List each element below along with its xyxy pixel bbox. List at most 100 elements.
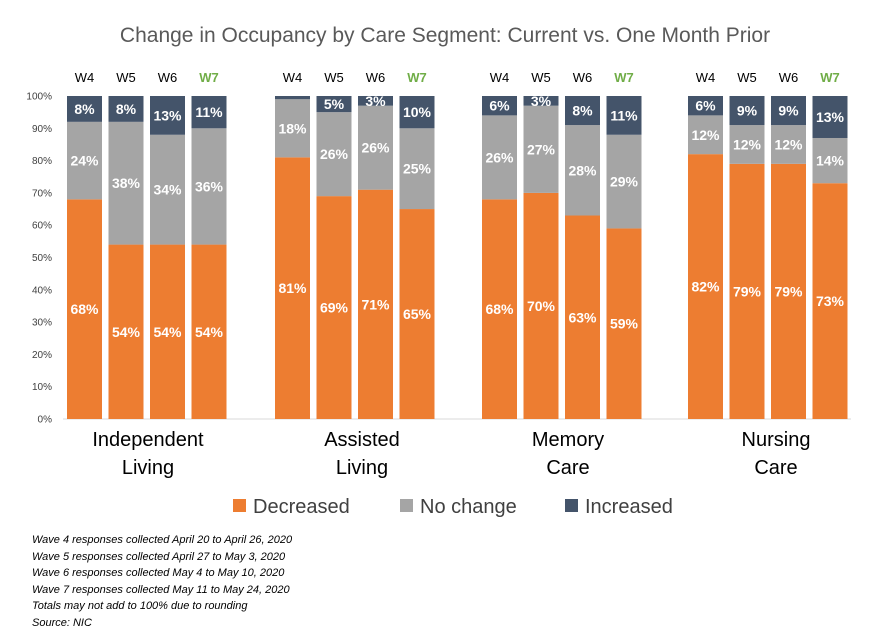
decreased-segment [565, 215, 600, 419]
data-label: 28% [568, 162, 597, 178]
bar-groups: W4 68% 24% 8% W5 54% 38% 8% W6 54% 34% 13% W7 54% 36% 1… [67, 70, 848, 479]
data-label: 9% [778, 103, 799, 119]
data-label: 10% [403, 104, 432, 120]
decreased-segment [729, 163, 765, 419]
data-label: 24% [70, 153, 99, 169]
decreased-segment [108, 244, 144, 419]
increased-segment [316, 96, 352, 113]
y-tick-label: 80% [32, 156, 52, 167]
legend-swatch-increased [565, 499, 578, 512]
no-change-segment [358, 105, 393, 190]
increased-segment [565, 96, 600, 126]
bar-group: W4 68% 26% 6% W5 70% 27% 3% W6 63% 28% 8% W7 59% 29% 11… [482, 70, 642, 479]
data-label: 27% [527, 141, 556, 157]
bar-group: W4 82% 12% 6% W5 79% 12% 9% W6 79% 12% 9% W7 73% 14% 13… [688, 70, 848, 479]
data-label: 8% [74, 101, 95, 117]
data-label: 38% [112, 175, 141, 191]
increased-segment [688, 96, 723, 116]
y-tick-label: 20% [32, 350, 52, 361]
footnotes: Wave 4 responses collected April 20 to A… [32, 532, 292, 631]
data-label: 68% [70, 301, 99, 317]
data-label: 65% [403, 306, 432, 322]
bar-group: W4 68% 24% 8% W5 54% 38% 8% W6 54% 34% 13% W7 54% 36% 1… [67, 70, 227, 479]
chart-title: Change in Occupancy by Care Segment: Cur… [120, 24, 770, 47]
decreased-segment [771, 163, 806, 419]
legend-label-increased: Increased [585, 496, 673, 518]
increased-segment [729, 96, 765, 126]
legend-swatch-no-change [400, 499, 413, 512]
wave-label: W4 [283, 70, 303, 85]
legend-label-no-change: No change [420, 496, 517, 518]
footnote-source: Source: NIC [32, 616, 92, 629]
increased-segment [67, 96, 102, 122]
data-label: 79% [774, 283, 803, 299]
data-label: 8% [116, 101, 137, 117]
category-label: Living [122, 457, 174, 479]
increased-segment [275, 96, 310, 100]
wave-label: W5 [324, 70, 344, 85]
data-label: 73% [816, 293, 845, 309]
y-tick-label: 40% [32, 285, 52, 296]
no-change-segment [399, 128, 435, 210]
wave-label: W6 [366, 70, 386, 85]
footnote-wave-5: Wave 5 responses collected April 27 to M… [32, 550, 286, 563]
footnote-wave-6: Wave 6 responses collected May 4 to May … [32, 567, 285, 579]
data-label: 18% [278, 120, 307, 136]
data-label: 69% [320, 300, 349, 316]
wave-label: W6 [158, 70, 178, 85]
data-label: 8% [572, 103, 593, 119]
wave-label: W5 [116, 70, 136, 85]
category-label: Independent [92, 429, 204, 451]
data-label: 6% [489, 98, 510, 114]
no-change-segment [67, 121, 102, 200]
data-label: 25% [403, 161, 432, 177]
increased-segment [482, 96, 517, 116]
data-label: 26% [485, 149, 514, 165]
data-label: 12% [691, 127, 720, 143]
data-label: 5% [324, 96, 345, 112]
decreased-segment [275, 157, 310, 419]
increased-segment [108, 96, 144, 122]
increased-segment [771, 96, 806, 126]
decreased-segment [688, 154, 723, 419]
decreased-segment [606, 228, 642, 419]
y-tick-label: 90% [32, 124, 52, 135]
data-label: 11% [610, 107, 638, 123]
data-label: 13% [153, 107, 182, 123]
decreased-segment [191, 244, 227, 419]
data-label: 3% [365, 93, 386, 109]
decreased-segment [482, 199, 517, 419]
data-label: 82% [691, 279, 720, 295]
footnote-wave-7: Wave 7 responses collected May 11 to May… [32, 583, 290, 596]
y-tick-label: 100% [26, 92, 52, 103]
data-label: 3% [531, 93, 552, 109]
wave-label: W4 [696, 70, 716, 85]
increased-segment [523, 96, 559, 106]
y-tick-label: 50% [32, 253, 52, 264]
wave-label: W5 [531, 70, 551, 85]
data-label: 54% [153, 324, 182, 340]
category-label: Living [336, 457, 388, 479]
no-change-segment [316, 112, 352, 197]
data-label: 6% [695, 98, 716, 114]
y-tick-label: 0% [38, 415, 53, 426]
wave-label: W5 [737, 70, 757, 85]
no-change-segment [191, 128, 227, 245]
y-axis: 0% 10% 20% 30% 40% 50% 60% 70% 80% 90% 100% [26, 92, 52, 426]
decreased-segment [812, 183, 848, 419]
legend-swatch-decreased [233, 499, 246, 512]
footnote-rounding: Totals may not add to 100% due to roundi… [32, 600, 248, 612]
y-tick-label: 30% [32, 318, 52, 329]
wave-label: W7 [199, 70, 219, 85]
no-change-segment [108, 121, 144, 245]
data-label: 68% [485, 301, 514, 317]
data-label: 34% [153, 182, 182, 198]
no-change-segment [771, 125, 806, 164]
wave-label: W4 [490, 70, 510, 85]
decreased-segment [150, 244, 185, 419]
data-label: 12% [733, 136, 762, 152]
wave-label: W7 [407, 70, 427, 85]
wave-label: W7 [614, 70, 634, 85]
increased-segment [358, 96, 393, 106]
